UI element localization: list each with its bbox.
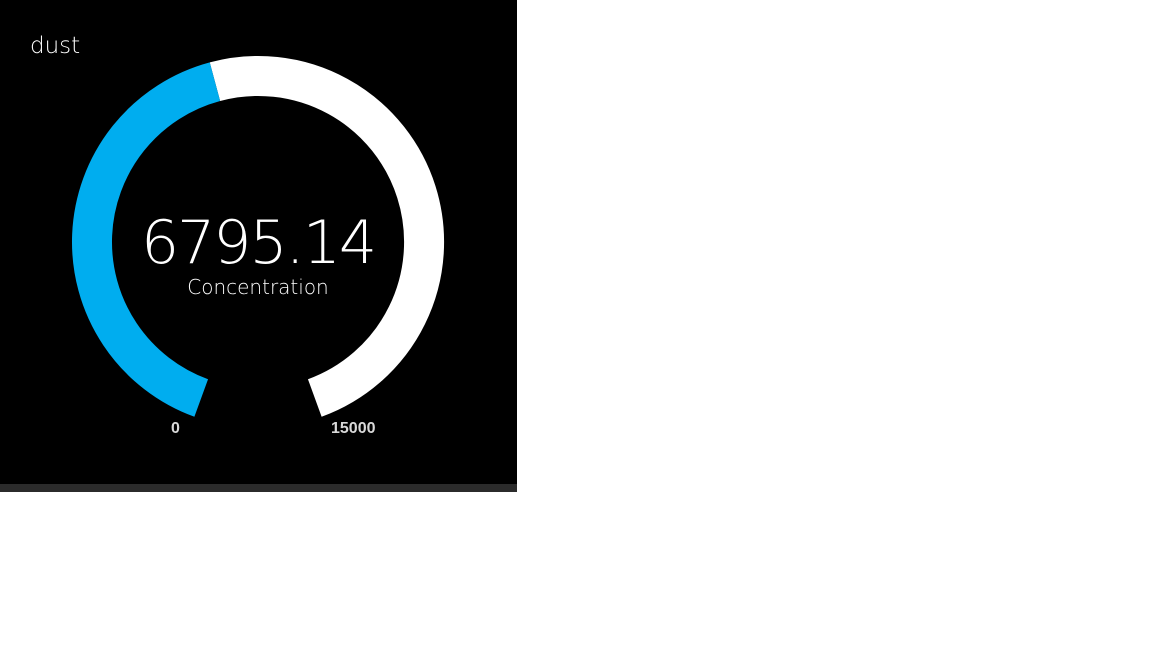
widget-bottom-bar bbox=[0, 484, 517, 492]
gauge-value-arc bbox=[72, 62, 221, 417]
gauge-label: Concentration bbox=[187, 275, 329, 299]
gauge-value: 6795.14 bbox=[140, 208, 377, 278]
gauge-chart bbox=[72, 55, 445, 417]
gauge-track-arc bbox=[209, 55, 445, 417]
gauge-min-label: 0 bbox=[171, 420, 180, 437]
gauge-widget: dust 6795.14 Concentration 0 15000 bbox=[0, 0, 517, 484]
widget-title: dust bbox=[30, 33, 81, 59]
gauge-max-label: 15000 bbox=[331, 420, 376, 437]
